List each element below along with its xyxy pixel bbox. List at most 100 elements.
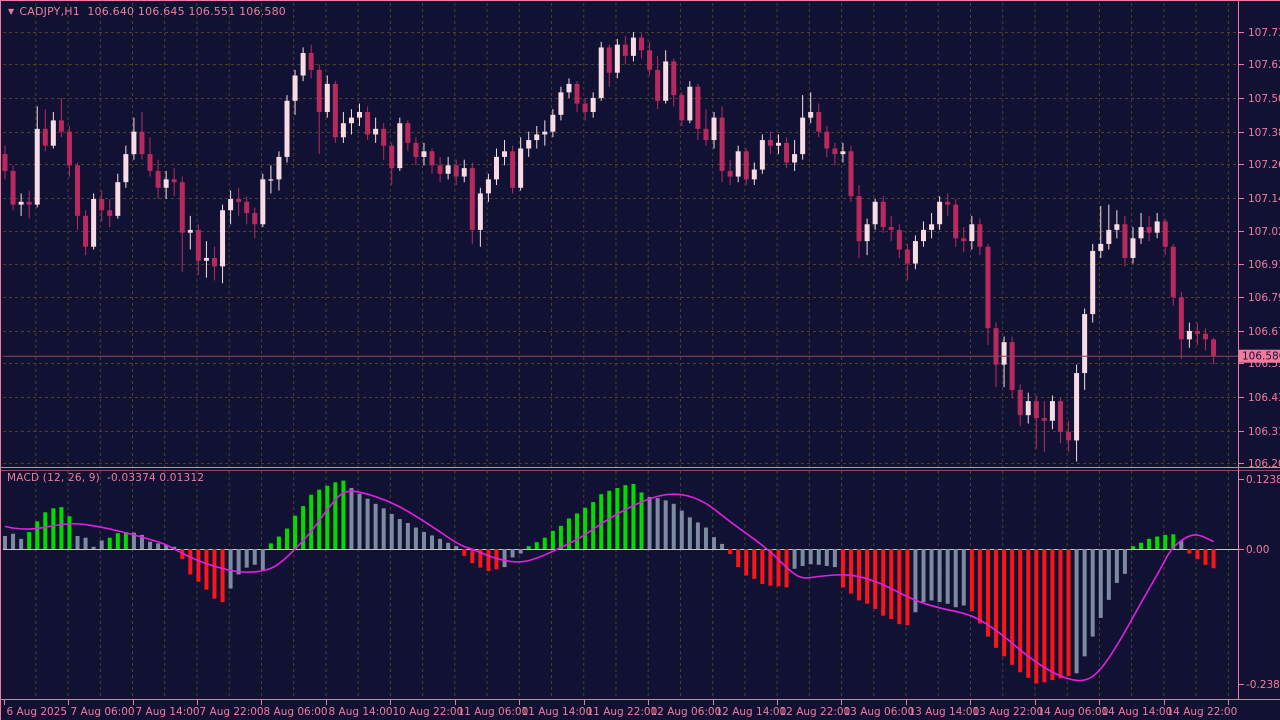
macd-bar bbox=[462, 549, 467, 556]
bear-candle bbox=[1009, 342, 1015, 390]
macd-bar bbox=[591, 502, 596, 549]
bull-candle bbox=[590, 97, 596, 112]
macd-bar bbox=[526, 546, 531, 549]
macd-bar bbox=[1098, 549, 1103, 618]
bull-candle bbox=[1049, 401, 1055, 421]
macd-bar bbox=[438, 538, 443, 549]
bear-candle bbox=[679, 95, 685, 121]
bear-candle bbox=[816, 111, 822, 132]
macd-bar bbox=[1106, 549, 1111, 600]
bull-candle bbox=[614, 44, 620, 73]
time-axis-label: 14 Aug 14:00 bbox=[1102, 706, 1173, 718]
macd-bar bbox=[1147, 538, 1152, 549]
bear-candle bbox=[381, 128, 387, 146]
bear-candle bbox=[1211, 339, 1217, 357]
bear-candle bbox=[75, 165, 81, 216]
bull-candle bbox=[485, 179, 491, 194]
macd-bar bbox=[196, 549, 201, 582]
bear-candle bbox=[639, 37, 645, 51]
price-axis-label: 107.380 bbox=[1248, 127, 1280, 139]
macd-bar bbox=[736, 549, 741, 568]
bear-candle bbox=[42, 128, 48, 146]
bear-candle bbox=[244, 201, 250, 214]
macd-bar bbox=[236, 549, 241, 575]
macd-bar bbox=[486, 549, 491, 572]
price-axis-label: 106.315 bbox=[1248, 426, 1280, 438]
macd-bar bbox=[623, 485, 628, 549]
price-axis-label: 107.500 bbox=[1248, 93, 1280, 105]
macd-bar bbox=[220, 549, 225, 603]
time-axis-label: 13 Aug 14:00 bbox=[909, 706, 980, 718]
macd-bar bbox=[3, 536, 7, 549]
macd-bar bbox=[703, 527, 708, 549]
macd-bar bbox=[107, 537, 112, 549]
time-axis-label: 11 Aug 14:00 bbox=[522, 706, 593, 718]
macd-bar bbox=[252, 549, 257, 565]
bear-candle bbox=[453, 165, 459, 177]
bear-candle bbox=[856, 196, 862, 242]
macd-bar bbox=[663, 500, 668, 549]
macd-bar bbox=[365, 498, 370, 549]
bear-candle bbox=[308, 53, 314, 70]
bear-candle bbox=[743, 151, 749, 180]
bull-candle bbox=[284, 100, 290, 157]
bull-candle bbox=[864, 224, 870, 242]
macd-bar bbox=[284, 528, 289, 549]
bull-candle bbox=[292, 75, 298, 101]
macd-bar bbox=[172, 546, 177, 549]
macd-bar bbox=[566, 518, 571, 549]
macd-bar bbox=[873, 549, 878, 609]
bull-candle bbox=[1138, 227, 1144, 239]
macd-bar bbox=[615, 487, 620, 549]
macd-bar bbox=[1163, 534, 1168, 549]
bear-candle bbox=[510, 151, 516, 188]
macd-bar bbox=[91, 546, 96, 549]
bull-candle bbox=[775, 142, 781, 146]
price-axis-label: 106.910 bbox=[1248, 259, 1280, 271]
bear-candle bbox=[904, 249, 910, 264]
bull-candle bbox=[808, 111, 814, 118]
bear-candle bbox=[429, 151, 435, 166]
bull-candle bbox=[598, 47, 604, 98]
macd-bar bbox=[1179, 540, 1184, 549]
bull-candle bbox=[220, 210, 226, 267]
macd-bar bbox=[1114, 549, 1119, 583]
macd-bar bbox=[607, 490, 612, 549]
macd-bar bbox=[679, 510, 684, 549]
macd-bar bbox=[655, 498, 660, 549]
macd-bar bbox=[1171, 534, 1176, 549]
time-axis-label: 6 Aug 2025 bbox=[7, 706, 68, 718]
bear-candle bbox=[107, 210, 113, 216]
macd-bar bbox=[260, 549, 265, 571]
bear-candle bbox=[469, 168, 475, 230]
bear-candle bbox=[719, 117, 725, 171]
macd-signal-line bbox=[4, 490, 1214, 682]
macd-bar bbox=[550, 530, 555, 549]
macd-bar bbox=[760, 549, 765, 585]
macd-bar bbox=[542, 537, 547, 549]
bear-candle bbox=[389, 145, 395, 169]
macd-bar bbox=[43, 512, 48, 549]
macd-bar bbox=[1042, 549, 1047, 683]
macd-bar bbox=[881, 549, 886, 616]
chevron-down-icon[interactable]: ▼ bbox=[8, 7, 15, 16]
time-axis-label: 7 Aug 22:00 bbox=[200, 706, 264, 718]
macd-bar bbox=[985, 549, 990, 637]
bear-candle bbox=[252, 213, 258, 225]
bear-candle bbox=[413, 142, 419, 157]
bear-candle bbox=[195, 229, 201, 261]
macd-bar bbox=[333, 482, 338, 549]
bull-candle bbox=[477, 193, 483, 230]
macd-bar bbox=[865, 549, 870, 604]
macd-bar bbox=[67, 516, 72, 549]
macd-bar bbox=[59, 507, 64, 549]
bear-candle bbox=[1057, 401, 1063, 432]
bear-candle bbox=[824, 131, 830, 149]
bull-candle bbox=[1186, 330, 1192, 340]
price-axis-label: 107.620 bbox=[1248, 59, 1280, 71]
macd-bar bbox=[792, 549, 797, 569]
macd-bar bbox=[534, 542, 539, 549]
time-axis-label: 7 Aug 14:00 bbox=[136, 706, 200, 718]
macd-bar bbox=[1074, 549, 1079, 674]
